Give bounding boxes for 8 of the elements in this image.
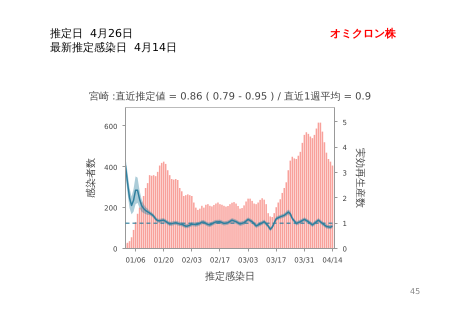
text: オミクロン株 [330, 26, 396, 42]
y-axis-title: 感染者数 [85, 158, 98, 198]
text: 最新推定感染日 4月14日 [50, 40, 177, 56]
chart-title: 宮崎 :直近推定値 = 0.86 ( 0.79 - 0.95 ) / 直近1週平均 = 0.9 [88, 90, 372, 102]
text: 推定日 4月26日 [50, 26, 133, 42]
y2-axis-title: 実効再生産数 [354, 148, 366, 208]
text: 45 [410, 286, 420, 298]
x-axis-title: 推定感染日 [205, 270, 255, 282]
